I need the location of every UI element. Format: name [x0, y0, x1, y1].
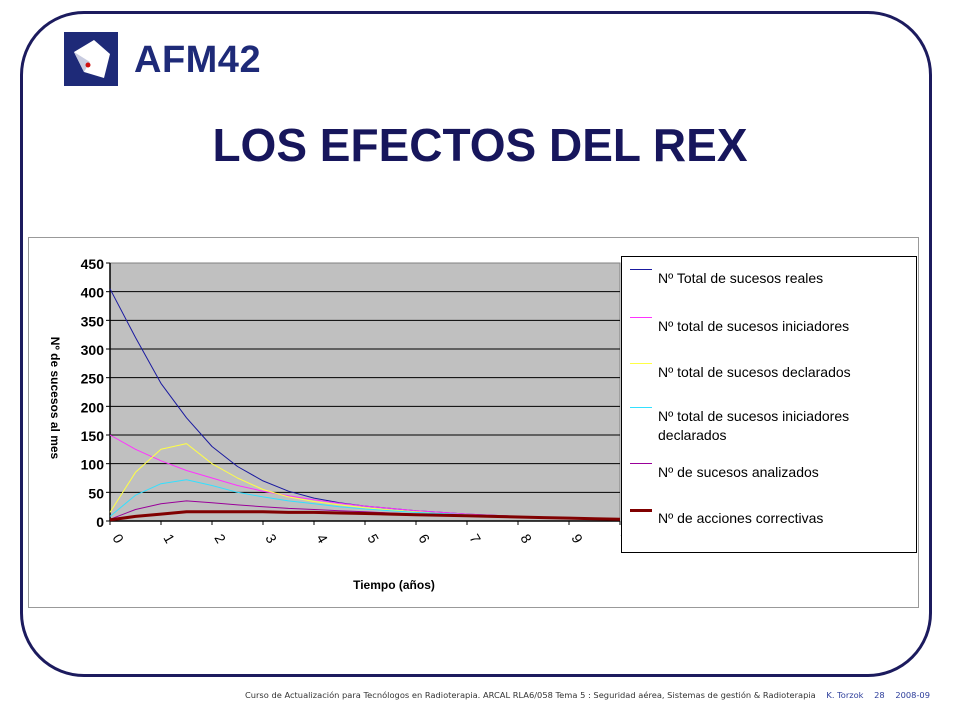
legend-label: Nº Total de sucesos reales — [658, 270, 824, 286]
line-chart: 050100150200250300350400450012345678910 … — [48, 256, 639, 592]
legend-label: Nº total de sucesos iniciadores — [658, 318, 850, 334]
x-axis-label: Tiempo (años) — [353, 578, 435, 592]
y-tick-label: 300 — [81, 342, 105, 358]
afm42-logo-icon — [64, 32, 118, 86]
footer-year: 2008-09 — [895, 690, 930, 700]
y-axis-label: Nº de sucesos al mes — [48, 337, 62, 460]
y-tick-label: 350 — [81, 313, 105, 329]
legend-label: Nº de acciones correctivas — [658, 510, 824, 526]
x-tick-label: 8 — [517, 531, 535, 546]
footer-course: Curso de Actualización para Tecnólogos e… — [244, 690, 816, 700]
x-tick-label: 4 — [313, 531, 331, 546]
legend-swatch — [630, 317, 652, 318]
legend-label: Nº de sucesos analizados — [658, 464, 819, 480]
x-tick-label: 9 — [568, 531, 586, 546]
plot-area — [109, 262, 621, 522]
x-tick-label: 6 — [415, 531, 433, 546]
x-tick-label: 0 — [109, 531, 127, 546]
y-tick-label: 200 — [81, 399, 105, 415]
footer-page-number: 28 — [874, 690, 885, 700]
y-tick-label: 450 — [81, 256, 105, 272]
legend-swatch — [630, 463, 652, 464]
y-tick-label: 0 — [96, 514, 104, 530]
legend-swatch — [630, 363, 652, 364]
chart-legend: Nº Total de sucesos reales Nº total de su… — [621, 256, 917, 553]
y-tick-label: 400 — [81, 285, 105, 301]
x-tick-label: 3 — [262, 531, 280, 546]
y-tick-label: 100 — [81, 457, 105, 473]
legend-label: Nº total de sucesos iniciadores declarad… — [658, 408, 850, 443]
slide-frame — [20, 11, 932, 677]
x-tick-label: 7 — [466, 531, 484, 546]
legend-swatch — [630, 269, 652, 270]
footer-author: K. Torzok — [826, 690, 864, 700]
brand-name: AFM42 — [134, 39, 262, 81]
x-tick-label: 1 — [160, 531, 178, 546]
y-tick-label: 250 — [81, 371, 105, 387]
series-line-6 — [109, 510, 621, 522]
x-tick-label: 2 — [211, 531, 229, 546]
y-tick-label: 150 — [81, 428, 105, 444]
legend-label: Nº total de sucesos declarados — [658, 364, 851, 380]
x-tick-label: 5 — [364, 531, 382, 546]
slide-title: LOS EFECTOS DEL REX — [212, 119, 748, 171]
y-tick-label: 50 — [88, 485, 104, 501]
legend-swatch — [630, 407, 652, 408]
footer: Curso de Actualización para Tecnólogos e… — [0, 690, 930, 700]
legend-swatch — [630, 509, 652, 512]
